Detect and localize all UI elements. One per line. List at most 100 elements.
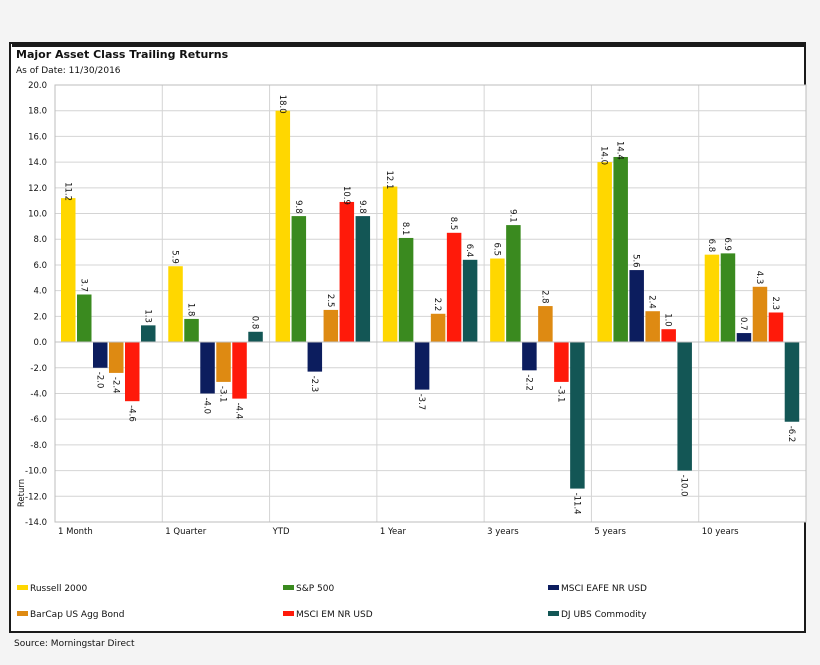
- bar-value-label: -6.2: [786, 426, 796, 443]
- bar: [661, 329, 676, 343]
- plot-border: [54, 84, 807, 523]
- bar-value-label: 2.3: [770, 296, 780, 310]
- bar-value-label: -2.4: [110, 377, 120, 394]
- bar: [554, 342, 569, 382]
- bar: [720, 253, 736, 343]
- legend-swatch: [548, 585, 559, 590]
- legend-label: MSCI EM NR USD: [296, 610, 373, 620]
- bar-value-label: -10.0: [679, 475, 689, 497]
- y-tick-label: 8.0: [33, 235, 47, 245]
- bar: [645, 311, 660, 343]
- bar: [291, 216, 307, 343]
- legend-label: DJ UBS Commodity: [561, 610, 647, 620]
- bar: [398, 237, 414, 343]
- legend-swatch: [548, 611, 559, 616]
- x-category-label: 5 years: [594, 527, 626, 537]
- x-category-label: 1 Year: [380, 527, 407, 537]
- y-tick-label: -12.0: [25, 492, 47, 502]
- y-tick-label: -6.0: [30, 415, 47, 425]
- y-tick-label: 12.0: [28, 184, 47, 194]
- y-tick-label: 10.0: [28, 210, 47, 220]
- bar-value-label: 6.5: [491, 243, 501, 257]
- bar: [200, 342, 215, 394]
- bar-value-label: 2.5: [325, 294, 335, 308]
- bar: [677, 342, 692, 471]
- bar: [109, 342, 124, 373]
- bar: [168, 266, 183, 343]
- y-tick-label: 14.0: [28, 158, 47, 168]
- bar-value-label: 9.1: [507, 209, 517, 223]
- legend-swatch: [17, 611, 28, 616]
- chart-title: Major Asset Class Trailing Returns: [16, 48, 229, 61]
- y-tick-label: -2.0: [30, 364, 47, 374]
- bar-value-label: 14.0: [599, 146, 609, 165]
- bar-value-label: 14.4: [615, 141, 625, 160]
- bar-value-label: 1.0: [663, 313, 673, 327]
- bar: [613, 156, 628, 343]
- x-category-label: 3 years: [487, 527, 519, 537]
- legend-label: MSCI EAFE NR USD: [561, 584, 647, 594]
- bar-value-label: 5.6: [631, 254, 641, 268]
- bar-value-label: -11.4: [571, 493, 581, 515]
- bar-value-label: 2.4: [647, 295, 657, 309]
- y-tick-label: 0.0: [33, 338, 47, 348]
- bar-value-label: -3.1: [218, 386, 228, 403]
- bar: [446, 232, 462, 343]
- legend-swatch: [283, 611, 294, 616]
- bar-value-label: 9.8: [293, 200, 303, 214]
- bar-value-label: -2.0: [94, 372, 104, 389]
- bar-value-label: 6.4: [464, 244, 474, 258]
- y-tick-label: -4.0: [30, 389, 47, 399]
- bar-value-label: -4.0: [202, 397, 212, 414]
- bar: [216, 342, 231, 382]
- x-category-label: 1 Quarter: [165, 527, 206, 537]
- legend-swatch: [283, 585, 294, 590]
- bar-value-label: -2.2: [523, 374, 533, 391]
- legend-label: S&P 500: [296, 584, 334, 594]
- bar: [141, 325, 156, 343]
- bar-value-label: 3.7: [78, 279, 88, 293]
- bar: [232, 342, 247, 399]
- bar: [570, 342, 585, 489]
- bar-value-label: 1.3: [142, 309, 152, 323]
- bar: [355, 216, 371, 343]
- bar: [323, 309, 339, 343]
- as-of-date: As of Date: 11/30/2016: [16, 66, 121, 76]
- y-tick-label: -10.0: [25, 467, 47, 477]
- bar-value-label: 0.8: [250, 316, 260, 330]
- bar-value-label: 10.9: [341, 186, 351, 205]
- bar-value-label: -2.3: [309, 376, 319, 393]
- bar-value-label: 18.0: [277, 95, 287, 114]
- bar: [704, 254, 720, 343]
- bar: [184, 318, 199, 343]
- bar: [77, 294, 92, 343]
- y-tick-label: 16.0: [28, 132, 47, 142]
- bar: [275, 110, 291, 343]
- bar: [506, 225, 521, 343]
- bar: [736, 333, 752, 343]
- bar: [93, 342, 108, 368]
- plot-area: [55, 85, 806, 522]
- x-category-label: YTD: [272, 527, 290, 537]
- bar-value-label: -4.6: [126, 405, 136, 422]
- y-tick-label: -8.0: [30, 441, 47, 451]
- bar: [462, 259, 478, 343]
- bar: [752, 286, 768, 343]
- y-tick-label: 4.0: [33, 287, 47, 297]
- bar: [307, 342, 323, 372]
- x-category-label: 10 years: [702, 527, 739, 537]
- bar: [430, 313, 446, 343]
- bar: [522, 342, 537, 371]
- y-tick-label: 20.0: [28, 81, 47, 91]
- bar-value-label: -3.1: [555, 386, 565, 403]
- legend-swatch: [17, 585, 28, 590]
- bar: [382, 186, 398, 343]
- legend-label: BarCap US Agg Bond: [30, 610, 124, 620]
- bar-value-label: 9.8: [357, 200, 367, 214]
- title-rule: [12, 44, 804, 47]
- bar-value-label: -3.7: [416, 394, 426, 411]
- bar-value-label: -4.4: [234, 403, 244, 420]
- bar-value-label: 8.5: [448, 217, 458, 231]
- bar-value-label: 8.1: [400, 222, 410, 236]
